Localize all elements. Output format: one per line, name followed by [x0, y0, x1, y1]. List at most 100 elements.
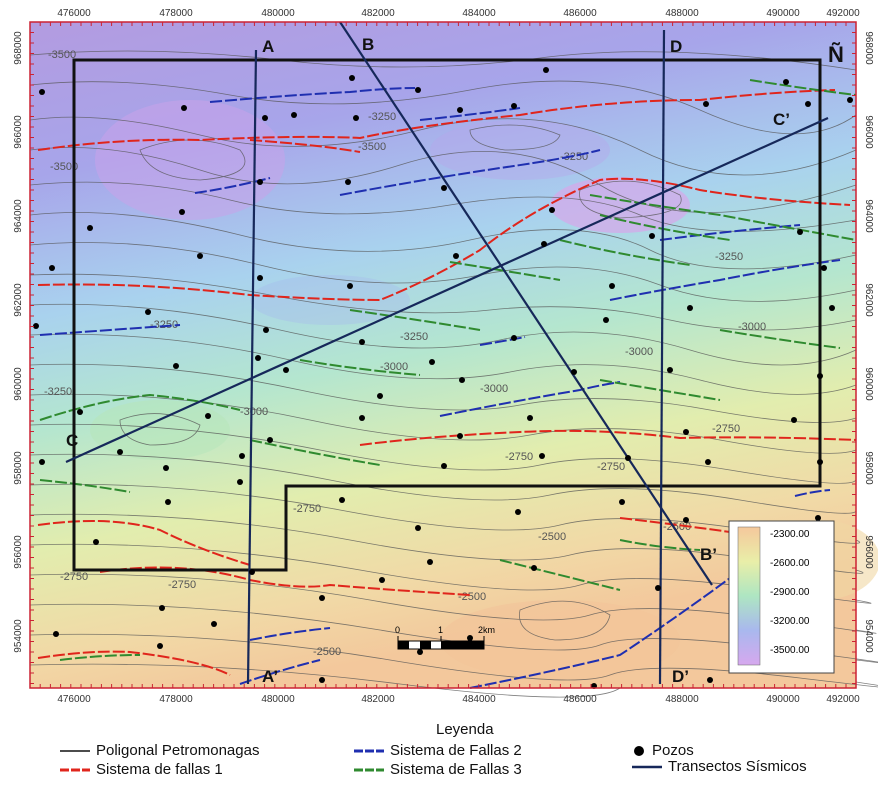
- colorbar-label: -3200.00: [770, 616, 810, 627]
- y-axis-right: 968000 966000 964000 962000 960000 95800…: [863, 31, 874, 653]
- contour-label: -2500: [538, 531, 566, 543]
- well-dot: [93, 539, 99, 545]
- contour-label: -2500: [458, 591, 486, 603]
- well-dot: [87, 225, 93, 231]
- legend-item-transectos: Transectos Sísmicos: [632, 758, 807, 775]
- contour-label: -2750: [597, 461, 625, 473]
- well-dot: [515, 509, 521, 515]
- x-tick-label: 476000: [57, 8, 91, 19]
- x-tick-label: 484000: [462, 694, 496, 705]
- well-dot: [339, 497, 345, 503]
- well-dot: [625, 455, 631, 461]
- well-dot: [359, 339, 365, 345]
- well-dot: [319, 677, 325, 683]
- contour-labels: -3500 -3500 -3500 -3250 -3250 -3250 -325…: [44, 49, 766, 658]
- y-tick-label: 958000: [863, 451, 874, 485]
- y-tick-label: 954000: [13, 619, 24, 653]
- well-dot: [33, 323, 39, 329]
- contour-label: -3250: [400, 331, 428, 343]
- well-dot: [263, 327, 269, 333]
- well-dot: [429, 359, 435, 365]
- north-arrow-label: Ñ: [828, 42, 844, 67]
- well-dot: [379, 577, 385, 583]
- well-dot: [527, 415, 533, 421]
- well-dot: [703, 101, 709, 107]
- well-dot: [847, 97, 853, 103]
- transect-label-a-prime: A’: [262, 667, 278, 686]
- transect-label-b-prime: B’: [700, 545, 717, 564]
- scale-label-two: 2km: [478, 625, 495, 635]
- legend: Leyenda Poligonal Petromonagas Sistema d…: [0, 718, 878, 787]
- well-dot: [705, 459, 711, 465]
- legend-item-poligonal: Poligonal Petromonagas: [60, 742, 259, 759]
- well-dot: [541, 241, 547, 247]
- y-axis-left: 968000 966000 964000 962000 960000 95800…: [13, 31, 24, 653]
- legend-label: Sistema de Fallas 2: [390, 742, 522, 759]
- contour-label: -2750: [60, 571, 88, 583]
- y-tick-label: 962000: [863, 283, 874, 317]
- well-dot: [157, 643, 163, 649]
- well-dot: [345, 179, 351, 185]
- legend-item-fallas1: Sistema de fallas 1: [60, 761, 223, 778]
- y-tick-label: 960000: [863, 367, 874, 401]
- contour-label: -3250: [715, 251, 743, 263]
- y-tick-label: 964000: [13, 199, 24, 233]
- well-dot-icon: [634, 745, 644, 756]
- colorbar-label: -3500.00: [770, 645, 810, 656]
- well-dot: [165, 499, 171, 505]
- colorbar-label: -2300.00: [770, 529, 810, 540]
- well-dot: [49, 265, 55, 271]
- well-dot: [619, 499, 625, 505]
- map-frame: [29, 21, 857, 689]
- well-dot: [603, 317, 609, 323]
- x-axis-top: 476000 478000 480000 482000 484000 48600…: [57, 8, 860, 19]
- y-tick-label: 954000: [863, 619, 874, 653]
- well-dot: [257, 275, 263, 281]
- legend-label: Transectos Sísmicos: [668, 758, 807, 775]
- y-tick-label: 956000: [13, 535, 24, 569]
- x-tick-label: 482000: [361, 8, 395, 19]
- y-tick-label: 966000: [863, 115, 874, 149]
- fault-blue-line-icon: [354, 749, 384, 752]
- legend-label: Pozos: [652, 742, 694, 759]
- scale-label-one: 1: [438, 625, 443, 635]
- poligonal-line-icon: [60, 749, 90, 752]
- well-dot: [797, 229, 803, 235]
- well-dot: [549, 207, 555, 213]
- contour-label: -3500: [48, 49, 76, 61]
- well-dot: [511, 335, 517, 341]
- well-dot: [163, 465, 169, 471]
- well-dot: [39, 459, 45, 465]
- well-dot: [417, 649, 423, 655]
- contour-label: -2750: [505, 451, 533, 463]
- contour-label: -2500: [313, 646, 341, 658]
- well-dot: [539, 453, 545, 459]
- y-tick-label: 968000: [13, 31, 24, 65]
- well-dot: [415, 525, 421, 531]
- contour-label: -3000: [240, 406, 268, 418]
- well-dot: [609, 283, 615, 289]
- contour-label: -3000: [738, 321, 766, 333]
- well-dot: [707, 677, 713, 683]
- x-tick-label: 488000: [665, 8, 699, 19]
- well-dot: [571, 369, 577, 375]
- well-dot: [791, 417, 797, 423]
- well-dot: [117, 449, 123, 455]
- wells: [33, 67, 853, 689]
- well-dot: [39, 89, 45, 95]
- y-tick-label: 958000: [13, 451, 24, 485]
- well-dot: [815, 515, 821, 521]
- contour-label: -3000: [625, 346, 653, 358]
- y-tick-label: 960000: [13, 367, 24, 401]
- transect-labels: A B D C’ C B’ A’ D’: [66, 35, 790, 686]
- contour-label: -3250: [44, 386, 72, 398]
- x-tick-label: 490000: [766, 8, 800, 19]
- contour-label: -3500: [358, 141, 386, 153]
- poligonal-petromonagas: [72, 58, 822, 572]
- well-dot: [821, 265, 827, 271]
- well-dot: [427, 559, 433, 565]
- well-dot: [262, 115, 268, 121]
- well-dot: [453, 253, 459, 259]
- well-dot: [347, 283, 353, 289]
- legend-item-fallas2: Sistema de Fallas 2: [354, 742, 522, 759]
